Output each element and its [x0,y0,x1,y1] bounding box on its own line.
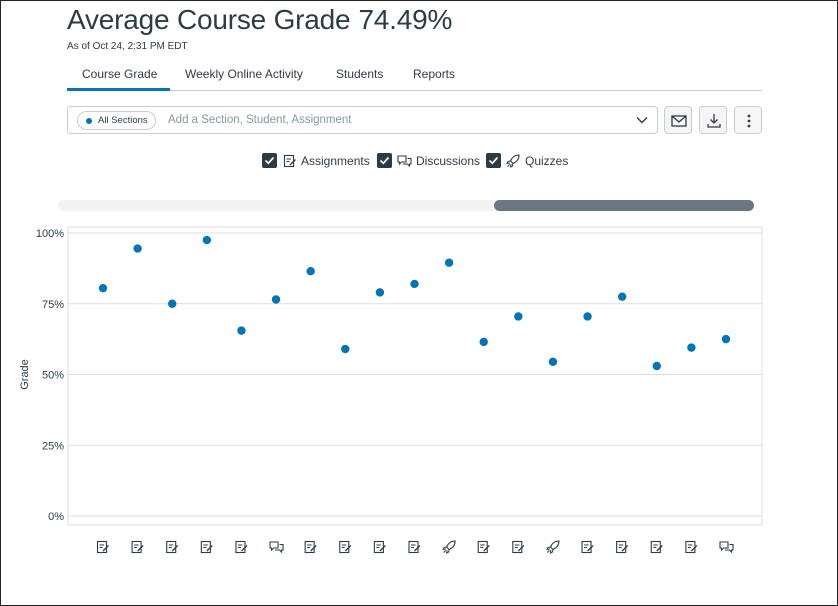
grade-point[interactable] [375,288,385,297]
filter-combobox[interactable]: All Sections Add a Section, Student, Ass… [67,106,658,134]
grade-point[interactable] [652,361,661,371]
y-tick-label: 25% [42,440,64,452]
grade-point[interactable] [444,258,454,267]
grade-point[interactable] [271,295,281,304]
y-tick-label: 75% [42,299,64,311]
assignment-icon[interactable] [373,540,386,554]
y-tick-label: 50% [42,370,64,382]
page-title: Average Course Grade 74.49% [67,4,452,35]
tab-weekly-online-activity[interactable]: Weekly Online Activity [185,67,303,81]
assignment-icon[interactable] [96,540,109,554]
assignment-icon[interactable] [339,540,352,554]
grade-point[interactable] [133,244,142,253]
assignment-icon[interactable] [235,540,248,554]
assignments-label: Assignments [301,154,370,168]
assignment-icon[interactable] [616,540,629,554]
active-tab-indicator [67,88,170,91]
grade-point[interactable] [341,344,350,354]
grade-point[interactable] [410,279,419,289]
as-of-timestamp: As of Oct 24, 2:31 PM EDT [67,41,188,52]
y-axis-label: Grade [19,359,31,390]
quizzes-label: Quizzes [525,154,569,168]
download-icon [707,114,721,128]
grade-point[interactable] [617,292,627,301]
assignment-icon [283,154,296,168]
grade-point[interactable] [202,235,212,245]
assignment-icon[interactable] [131,540,144,554]
grade-point[interactable] [168,299,177,308]
assignment-icon[interactable] [581,540,594,554]
discussions-checkbox[interactable] [377,153,392,168]
assignment-icon[interactable] [477,540,490,554]
tab-course-grade[interactable]: Course Grade [82,67,158,81]
grade-point[interactable] [583,312,592,321]
pill-label: All Sections [98,115,148,126]
section-dot-icon [86,118,92,124]
quizzes-checkbox[interactable] [486,153,501,168]
grade-point[interactable] [687,343,696,352]
plot-area-border [67,226,763,526]
quiz-icon [506,154,520,168]
assignment-icon[interactable] [512,540,525,554]
quiz-icon[interactable] [442,540,456,554]
title-text: Average Course Grade [67,4,351,35]
discussions-label: Discussions [416,154,481,168]
average-grade-value: 74.49% [358,4,453,35]
grade-point[interactable] [237,326,246,335]
chart-scroll-thumb[interactable] [494,200,754,211]
tab-students[interactable]: Students [336,67,384,81]
message-students-button[interactable] [664,106,692,134]
checkmark-icon [264,156,275,165]
envelope-icon [671,115,687,127]
grade-scatter-chart: 0% 25% 50% 75% 100% Grade [19,226,763,554]
assignment-icon[interactable] [166,540,179,554]
filter-placeholder[interactable]: Add a Section, Student, Assignment [168,114,352,126]
chart-scroll-track[interactable] [58,200,754,211]
download-button[interactable] [699,106,727,134]
discussion-icon[interactable] [719,541,734,554]
assignment-icon[interactable] [685,540,698,554]
quiz-icon[interactable] [546,540,560,554]
grade-point[interactable] [306,267,315,276]
assignment-icon[interactable] [408,540,421,554]
y-tick-label: 100% [36,228,64,240]
tab-reports[interactable]: Reports [413,67,456,81]
assignment-icon[interactable] [650,540,663,554]
y-tick-label: 0% [48,511,64,523]
kebab-menu-icon [747,114,751,128]
grade-point[interactable] [721,334,731,344]
discussion-icon [397,155,412,168]
grade-point[interactable] [98,283,108,293]
more-options-button[interactable] [734,106,762,134]
all-sections-pill[interactable]: All Sections [77,111,156,130]
checkmark-icon [488,156,499,165]
checkmark-icon [379,156,390,165]
grade-point[interactable] [514,312,523,321]
grade-point[interactable] [548,357,558,366]
tab-bar: Course Grade Weekly Online Activity Stud… [67,62,762,91]
page-header: Average Course Grade 74.49% [67,4,452,36]
assignment-icon[interactable] [200,540,213,554]
assignment-icon[interactable] [304,540,317,554]
assignments-checkbox[interactable] [262,153,277,168]
discussion-icon[interactable] [269,541,284,554]
grade-point[interactable] [479,337,488,347]
chevron-down-icon[interactable] [635,113,649,127]
